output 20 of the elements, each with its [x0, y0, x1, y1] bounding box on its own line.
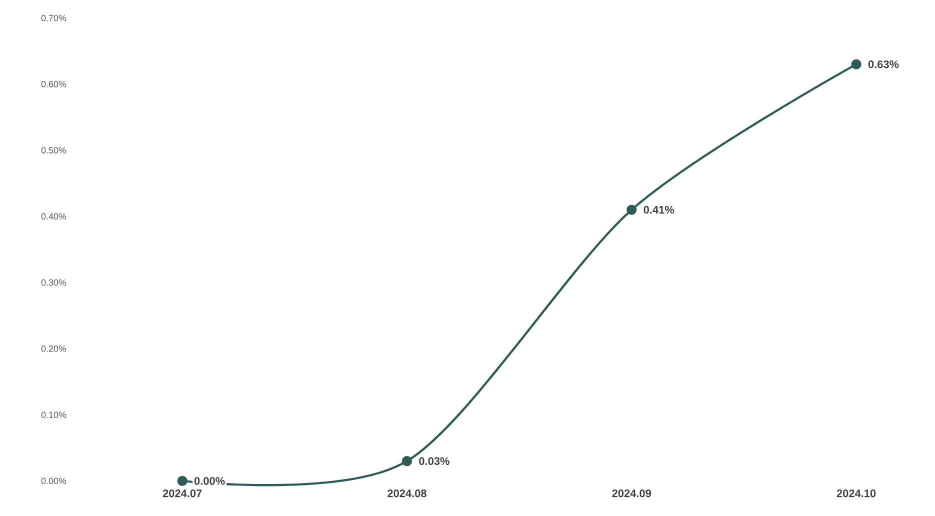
data-label: 0.63% — [868, 60, 899, 68]
y-tick-label: 0.00% — [41, 478, 66, 484]
y-tick-label: 0.20% — [41, 346, 66, 352]
x-tick-label: 2024.10 — [836, 490, 876, 498]
x-tick-label: 2024.08 — [388, 490, 426, 498]
data-label: 0.00% — [194, 477, 225, 485]
y-tick-label: 0.10% — [41, 412, 66, 418]
data-label: 0.41% — [644, 206, 674, 214]
y-tick-label: 0.30% — [41, 279, 66, 286]
point — [402, 456, 412, 466]
data-label: 0.03% — [419, 457, 450, 466]
x-tick-label: 2024.07 — [162, 490, 202, 498]
point — [851, 59, 862, 70]
x-tick-label: 2024.09 — [612, 490, 652, 498]
y-tick-label: 0.60% — [41, 80, 66, 88]
point — [177, 476, 188, 486]
y-tick-label: 0.50% — [41, 147, 66, 154]
y-tick-label: 0.70% — [41, 14, 66, 22]
y-tick-label: 0.40% — [41, 213, 66, 220]
point — [626, 204, 637, 215]
